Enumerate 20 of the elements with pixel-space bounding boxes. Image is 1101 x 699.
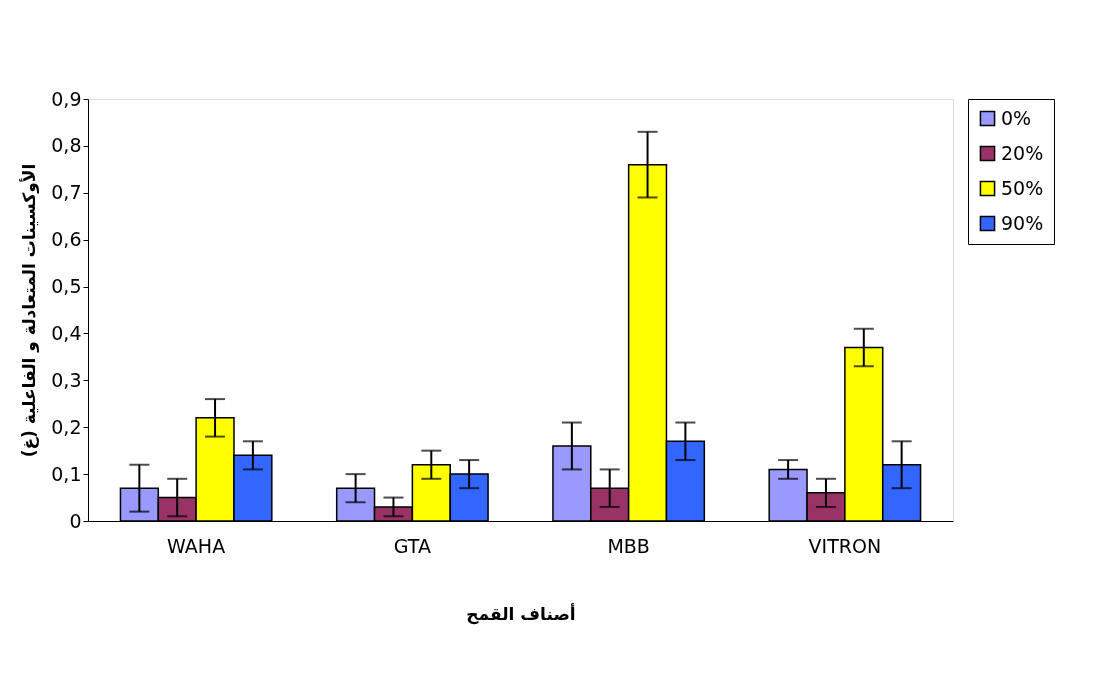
y-tick-label: 0,9 (51, 87, 82, 110)
legend-label: 50% (1001, 176, 1044, 199)
legend-label: 90% (1001, 211, 1044, 234)
y-tick-label: 0,8 (51, 134, 82, 157)
x-axis-title: أصناف القمح (466, 602, 576, 625)
x-tick-label: MBB (607, 534, 650, 557)
y-tick-label: 0,4 (51, 321, 82, 344)
y-tick-label: 0,6 (51, 228, 82, 251)
y-tick-label: 0 (69, 509, 82, 532)
x-tick-label: GTA (393, 534, 431, 557)
x-tick-label: WAHA (167, 534, 226, 557)
y-tick-label: 0,1 (51, 462, 82, 485)
y-tick-label: 0,7 (51, 181, 82, 204)
legend-label: 20% (1001, 141, 1044, 164)
y-tick-label: 0,2 (51, 415, 82, 438)
x-tick-label: VITRON (808, 534, 882, 557)
legend-label: 0% (1001, 106, 1032, 129)
y-axis-title: الأوكسينات المتعادلة و الفاعلية (غ) (19, 163, 41, 458)
y-tick-label: 0,3 (51, 368, 82, 391)
y-tick-label: 0,5 (51, 275, 82, 298)
